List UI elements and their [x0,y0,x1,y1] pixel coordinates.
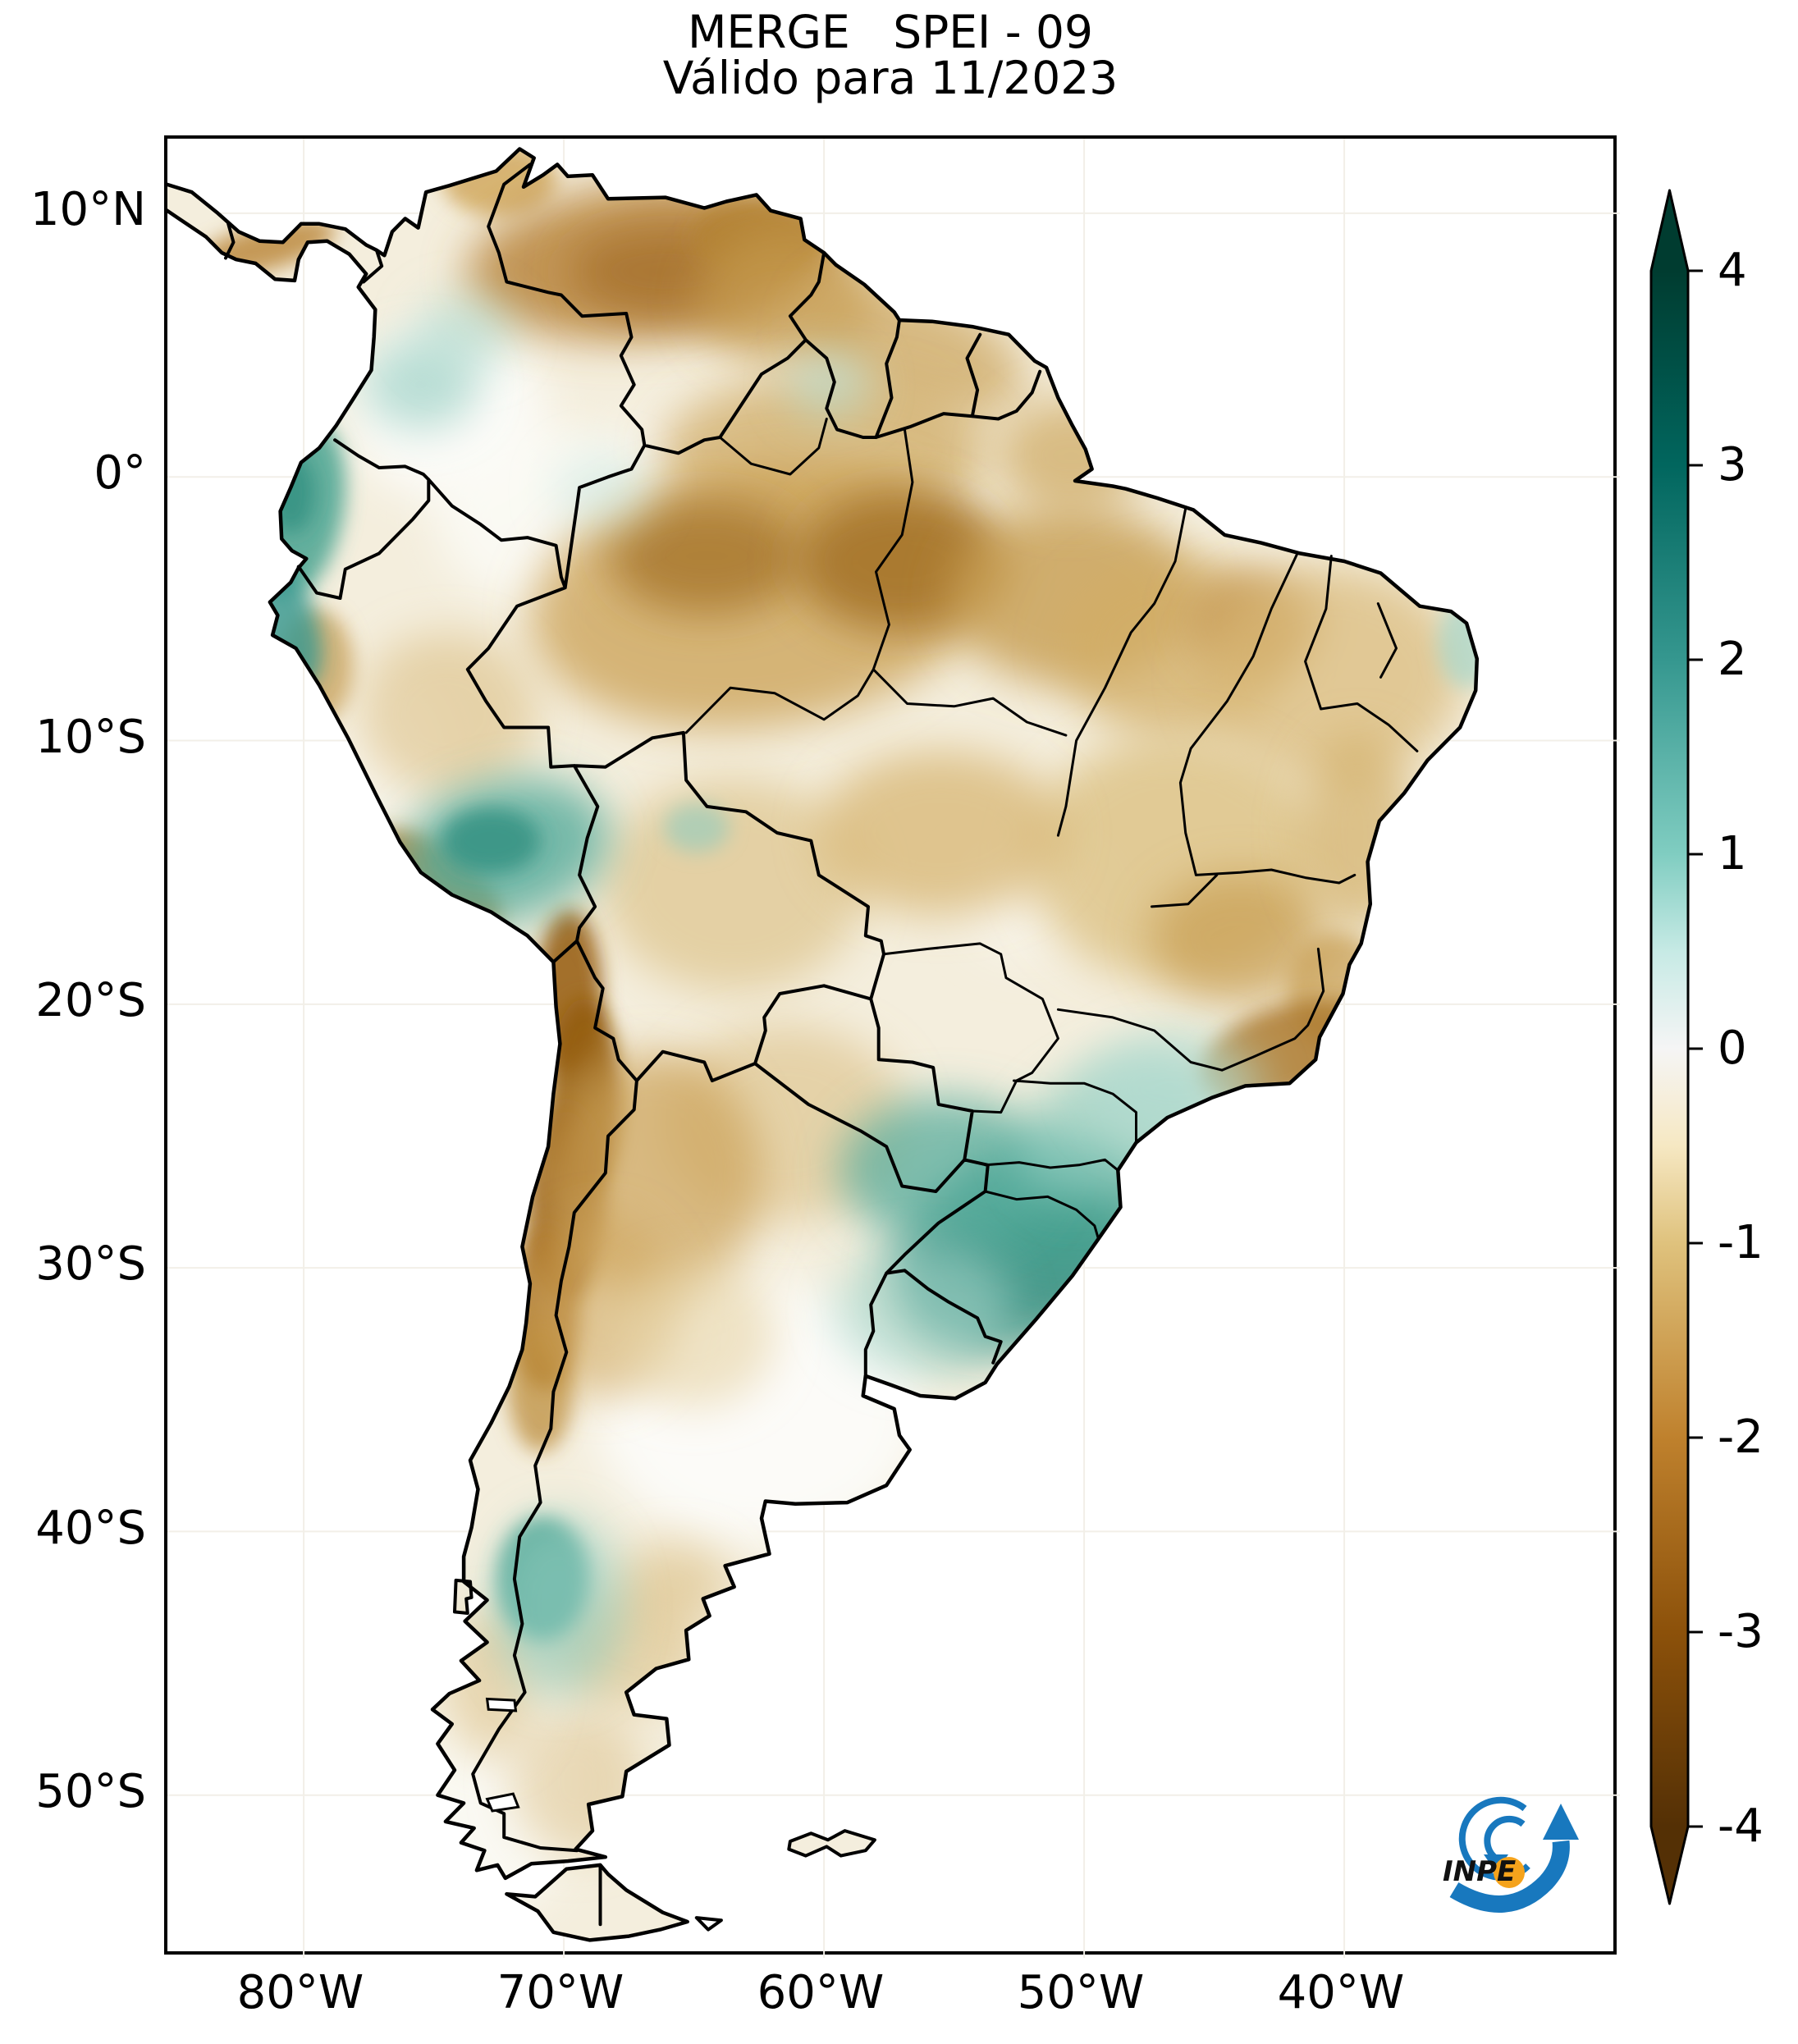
inpe-logo-swirl-inner [1484,1815,1526,1861]
y-axis-tick-label: 30°S [35,1237,146,1291]
colorbar-tick-label: -1 [1718,1216,1764,1269]
colorbar-tick-label: -3 [1718,1605,1764,1658]
inpe-logo-arrow-head [1543,1804,1579,1840]
y-axis-tick-label: 40°S [35,1502,146,1555]
colorbar-gradient [1651,271,1688,1827]
map-canvas [164,135,1620,1958]
colorbar [1649,189,1703,1905]
y-axis-tick-label: 10°N [30,183,146,236]
inpe-logo-text: INPE [1443,1855,1516,1888]
colorbar-tick-label: -2 [1718,1411,1764,1464]
x-axis-tick-label: 80°W [236,1966,364,2019]
x-axis-tick-label: 60°W [757,1966,885,2019]
y-axis-tick-label: 10°S [35,711,146,764]
colorbar-tick-marks [1688,269,1703,1828]
x-axis-tick-label: 70°W [496,1966,624,2019]
y-axis-tick-label: 0° [94,446,146,500]
map-title-line1: MERGE SPEI - 09 [687,6,1094,58]
colorbar-bottom-arrow [1651,1827,1688,1904]
colorbar-tick-label: 3 [1718,438,1747,492]
colorbar-tick-label: 4 [1718,244,1747,297]
colorbar-tick-label: 2 [1718,633,1747,686]
map-title-line2: Válido para 11/2023 [662,52,1119,104]
x-axis-tick-label: 50°W [1017,1966,1145,2019]
colorbar-tick-label: -4 [1718,1799,1764,1853]
inpe-logo-orange-ball [1494,1857,1525,1888]
colorbar-tick-label: 0 [1718,1022,1747,1075]
colorbar-top-arrow [1651,190,1688,271]
x-axis-tick-label: 40°W [1277,1966,1405,2019]
inpe-logo-arrow-body [1449,1840,1570,1913]
colorbar-tick-label: 1 [1718,827,1747,880]
y-axis-tick-label: 20°S [35,974,146,1027]
y-axis-tick-label: 50°S [35,1765,146,1818]
inpe-logo: INPE [1443,1796,1579,1913]
